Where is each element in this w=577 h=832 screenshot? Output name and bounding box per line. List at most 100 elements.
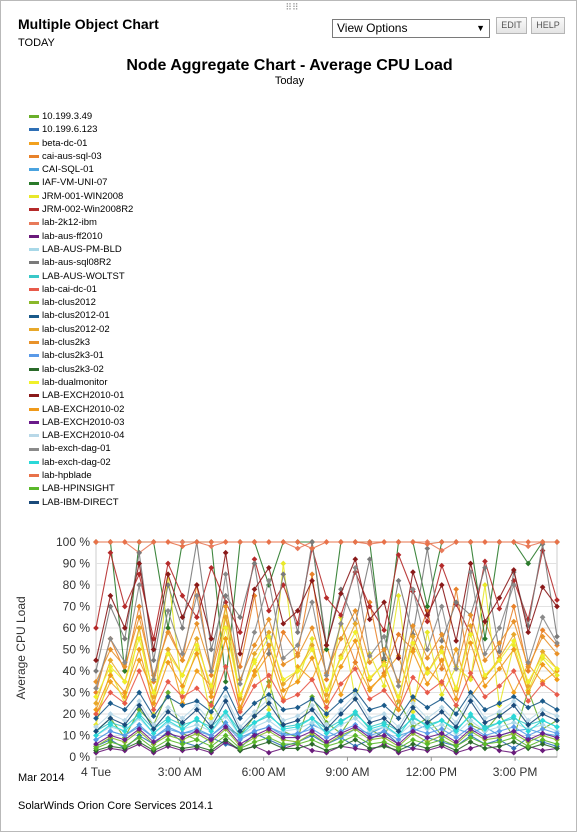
legend-item[interactable]: lab-clus2k3-02 [29,363,133,376]
data-point [294,724,301,730]
legend-item[interactable]: lab-clus2012-01 [29,309,133,322]
data-point [539,730,546,737]
y-tick-label: 0 % [69,750,90,764]
view-options-label: View Options [337,21,408,35]
data-point [237,745,243,752]
legend-swatch [29,221,39,225]
data-point [150,539,157,545]
legend-item[interactable]: lab-clus2012 [29,296,133,309]
data-point [222,724,229,730]
data-point [467,612,474,618]
data-point [121,706,128,713]
data-point [309,625,315,631]
data-point [438,730,445,737]
legend-item[interactable]: lab-exch-dag-02 [29,456,133,469]
legend-item[interactable]: LAB-EXCH2010-03 [29,416,133,429]
legend-item[interactable]: lab-dualmonitor [29,376,133,389]
data-point [525,659,532,666]
legend-label: 10.199.6.123 [42,124,98,136]
legend-item[interactable]: lab-exch-dag-01 [29,442,133,455]
legend-item[interactable]: 10.199.6.123 [29,123,133,136]
data-point [222,732,229,739]
data-point [424,681,431,687]
data-point [510,734,517,741]
data-point [251,629,258,636]
legend-item[interactable]: LAB-EXCH2010-01 [29,389,133,402]
legend-item[interactable]: LAB-IBM-DIRECT [29,496,133,509]
data-point [280,734,287,741]
data-point [150,713,157,719]
data-point [410,704,416,711]
legend-item[interactable]: lab-hpblade [29,469,133,482]
data-point [107,721,114,728]
data-point [266,749,272,756]
data-point [482,719,488,726]
help-button[interactable]: HELP [531,17,565,34]
data-point [266,711,272,717]
legend-item[interactable]: LAB-AUS-WOLTST [29,270,133,283]
data-point [280,706,287,713]
legend-item[interactable]: JRM-001-WIN2008 [29,190,133,203]
legend-item[interactable]: lab-aus-ff2010 [29,230,133,243]
data-point [208,732,215,739]
data-point [525,560,532,567]
legend-item[interactable]: beta-dc-01 [29,137,133,150]
data-point [266,642,272,649]
data-point [424,629,431,636]
data-point [424,545,431,552]
data-point [496,700,503,707]
legend-item[interactable]: LAB-HPINSIGHT [29,482,133,495]
data-point [194,685,200,692]
legend-item[interactable]: lab-2k12-ibm [29,216,133,229]
data-point [510,698,517,704]
data-point [251,739,258,745]
data-point [539,681,546,687]
data-point [237,650,243,657]
data-point [410,674,416,681]
data-point [309,706,315,713]
legend-item[interactable]: LAB-EXCH2010-04 [29,429,133,442]
data-point [222,539,229,545]
y-axis-title: Average CPU Load [14,596,28,699]
legend-item[interactable]: CAI-SQL-01 [29,163,133,176]
legend-swatch [29,500,39,504]
legend-item[interactable]: LAB-AUS-PM-BLD [29,243,133,256]
data-point [381,715,387,722]
data-point [453,728,459,735]
data-point [323,687,330,694]
data-point [395,577,402,584]
data-point [510,582,517,588]
legend-item[interactable]: IAF-VM-UNI-07 [29,176,133,189]
data-point [194,706,200,713]
legend-item[interactable]: lab-clus2k3-01 [29,349,133,362]
data-point [424,670,431,676]
data-point [381,702,387,709]
data-point [208,646,215,653]
legend-item[interactable]: lab-clus2k3 [29,336,133,349]
legend-item[interactable]: JRM-002-Win2008R2 [29,203,133,216]
data-point [467,560,474,567]
data-point [381,687,387,694]
legend-item[interactable]: cai-aus-sql-03 [29,150,133,163]
data-point [381,732,387,739]
legend-item[interactable]: LAB-EXCH2010-02 [29,403,133,416]
edit-button[interactable]: EDIT [496,17,527,34]
data-point [525,543,532,550]
y-tick-label: 30 % [63,686,91,700]
data-point [424,612,431,618]
data-point [93,741,99,747]
drag-handle-icon[interactable]: ⠿⠿ [285,2,299,12]
data-point [107,592,114,599]
data-point [309,635,315,642]
data-point [554,734,560,741]
legend-swatch [29,447,39,451]
data-point [525,668,532,674]
data-point [208,693,215,700]
legend-item[interactable]: lab-aus-sql08R2 [29,256,133,269]
data-point [179,702,186,709]
data-point [136,713,143,719]
legend-item[interactable]: lab-cai-dc-01 [29,283,133,296]
view-options-select[interactable]: View Options ▼ [332,19,490,38]
legend-item[interactable]: lab-clus2012-02 [29,323,133,336]
legend-item[interactable]: 10.199.3.49 [29,110,133,123]
